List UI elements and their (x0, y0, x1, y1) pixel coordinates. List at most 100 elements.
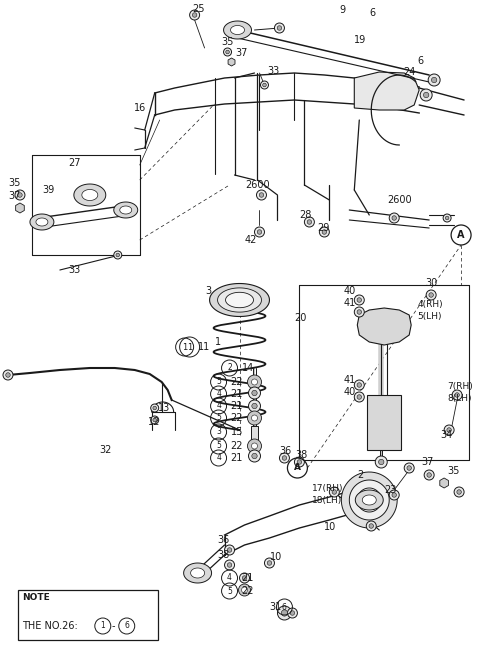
Circle shape (288, 608, 298, 618)
Circle shape (389, 213, 399, 223)
Polygon shape (440, 478, 448, 488)
Text: 25: 25 (192, 4, 205, 14)
Circle shape (307, 220, 312, 224)
Circle shape (267, 561, 272, 565)
Polygon shape (226, 292, 253, 308)
Text: 40: 40 (343, 387, 356, 397)
Text: 37: 37 (236, 48, 248, 58)
Circle shape (6, 373, 10, 377)
Polygon shape (36, 218, 48, 226)
Polygon shape (230, 25, 244, 35)
Circle shape (225, 560, 235, 570)
Text: 1: 1 (187, 342, 192, 352)
Text: 6: 6 (369, 8, 375, 18)
Text: 6: 6 (124, 622, 129, 631)
Text: 38: 38 (295, 450, 308, 460)
Text: 10: 10 (324, 522, 336, 532)
Circle shape (248, 439, 262, 453)
Text: 29: 29 (317, 223, 330, 233)
Circle shape (252, 391, 257, 396)
Circle shape (252, 379, 257, 385)
Circle shape (319, 227, 329, 237)
Circle shape (248, 411, 262, 425)
Circle shape (369, 524, 373, 528)
Text: 2: 2 (227, 363, 232, 372)
Text: 15: 15 (230, 427, 243, 437)
Text: 9: 9 (339, 5, 346, 15)
Text: 21: 21 (230, 401, 243, 411)
Text: 18(LH): 18(LH) (312, 495, 343, 505)
Polygon shape (30, 214, 54, 230)
Circle shape (248, 375, 262, 389)
Circle shape (279, 453, 289, 463)
Polygon shape (82, 189, 98, 201)
Circle shape (423, 92, 429, 98)
Circle shape (224, 48, 231, 56)
Text: 39: 39 (42, 185, 54, 195)
Text: 37: 37 (421, 457, 433, 467)
Text: 28: 28 (300, 210, 312, 220)
Text: 2600: 2600 (245, 180, 270, 190)
Circle shape (322, 230, 326, 234)
Polygon shape (355, 490, 383, 510)
Text: 37: 37 (8, 191, 20, 201)
Circle shape (294, 457, 304, 467)
Text: 11: 11 (198, 342, 210, 352)
Circle shape (18, 193, 22, 197)
Circle shape (354, 392, 364, 402)
Polygon shape (217, 288, 262, 312)
Circle shape (379, 460, 384, 465)
Circle shape (254, 227, 264, 237)
Circle shape (282, 456, 287, 460)
Text: 6: 6 (282, 602, 287, 611)
Polygon shape (114, 202, 138, 218)
Text: 40: 40 (343, 286, 356, 296)
Text: A: A (294, 464, 301, 473)
Circle shape (392, 493, 396, 497)
Circle shape (261, 81, 268, 89)
Text: 34: 34 (440, 430, 452, 440)
Text: 20: 20 (294, 313, 307, 323)
Text: 22: 22 (230, 377, 243, 387)
Circle shape (445, 216, 449, 220)
Text: 10: 10 (269, 552, 282, 562)
FancyBboxPatch shape (18, 590, 158, 640)
Polygon shape (228, 58, 235, 66)
Circle shape (192, 13, 197, 17)
Polygon shape (191, 568, 204, 578)
Circle shape (114, 251, 122, 259)
Text: 2600: 2600 (387, 195, 412, 205)
Circle shape (252, 404, 257, 409)
Text: 36: 36 (217, 535, 230, 545)
Text: 35: 35 (8, 178, 20, 188)
Circle shape (404, 463, 414, 473)
Circle shape (354, 295, 364, 305)
Text: 41: 41 (343, 298, 356, 308)
Circle shape (277, 606, 291, 620)
Text: 41: 41 (343, 375, 356, 385)
Circle shape (304, 217, 314, 227)
Text: 5: 5 (216, 413, 221, 422)
Text: 27: 27 (68, 158, 80, 168)
Bar (251, 426, 259, 442)
Circle shape (354, 380, 364, 390)
Text: 4: 4 (216, 454, 221, 462)
Text: 22: 22 (230, 441, 243, 451)
Text: 4(RH): 4(RH) (417, 301, 443, 309)
Circle shape (249, 450, 261, 462)
Text: 21: 21 (241, 573, 254, 583)
Circle shape (375, 456, 387, 468)
Text: 32: 32 (100, 445, 112, 455)
Circle shape (257, 230, 262, 234)
Text: 12: 12 (148, 417, 160, 427)
Text: 35: 35 (447, 466, 459, 476)
Text: 17(RH): 17(RH) (312, 484, 344, 493)
Text: 30: 30 (425, 278, 437, 288)
Circle shape (256, 190, 266, 200)
Polygon shape (184, 563, 212, 583)
Text: 36: 36 (279, 446, 292, 456)
Circle shape (225, 545, 235, 555)
Polygon shape (224, 21, 252, 39)
Circle shape (252, 415, 257, 421)
Circle shape (226, 50, 229, 54)
